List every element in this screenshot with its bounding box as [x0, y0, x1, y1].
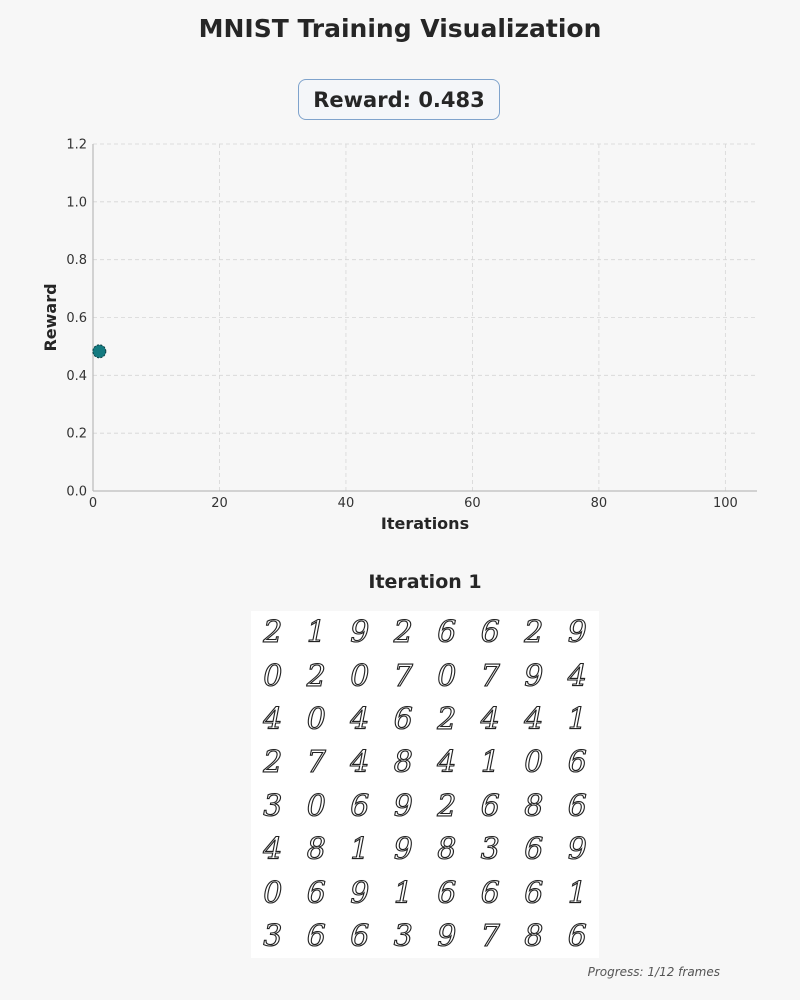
- y-tick-label: 1.2: [66, 138, 87, 153]
- digit-sample: 1: [350, 832, 370, 868]
- digit-sample: 2: [393, 615, 413, 651]
- digit-sample: 1: [567, 875, 587, 911]
- digit-sample: 2: [263, 745, 283, 781]
- y-tick-label: 0.2: [66, 427, 87, 442]
- digit-sample: 7: [393, 658, 413, 694]
- digit-sample: 6: [306, 875, 326, 911]
- digit-sample: 8: [524, 918, 544, 954]
- x-tick-label: 20: [211, 496, 228, 511]
- y-tick-label: 0.4: [66, 369, 87, 384]
- digit-sample: 6: [437, 875, 457, 911]
- digit-sample: 0: [437, 658, 457, 694]
- digit-sample: 0: [524, 745, 544, 781]
- y-tick-label: 0.8: [66, 253, 87, 268]
- digit-sample: 6: [306, 918, 326, 954]
- progress-label: Progress: 1/12 frames: [587, 965, 720, 979]
- digit-sample: 2: [306, 658, 326, 694]
- digit-sample: 8: [306, 832, 326, 868]
- digit-sample: 6: [480, 788, 500, 824]
- digit-sample: 8: [393, 745, 413, 781]
- reward-badge: Reward: 0.483: [298, 79, 500, 120]
- digit-sample: 3: [480, 832, 500, 868]
- digit-sample: 3: [263, 918, 283, 954]
- x-axis-label: Iterations: [381, 514, 469, 533]
- digit-sample: 6: [480, 875, 500, 911]
- reward-chart: 0.0 0.2 0.4 0.6 0.8 1.0 1.2 0 20 40 60 80 100 Iterati…: [41, 138, 757, 533]
- digit-sample: 9: [524, 658, 544, 694]
- digit-sample: 2: [437, 701, 457, 737]
- digit-sample: 0: [350, 658, 370, 694]
- digit-sample: 0: [306, 788, 326, 824]
- digit-sample: 4: [263, 701, 283, 737]
- digit-sample: 9: [393, 788, 413, 824]
- digit-sample: 0: [263, 658, 283, 694]
- digit-sample: 4: [480, 701, 500, 737]
- y-tick-label: 0.0: [66, 485, 87, 500]
- digit-sample: 6: [524, 875, 544, 911]
- digit-sample: 6: [524, 832, 544, 868]
- x-tick-label: 60: [464, 496, 481, 511]
- digit-sample: 6: [480, 615, 500, 651]
- digit-sample: 6: [350, 788, 370, 824]
- digit-sample: 6: [567, 918, 587, 954]
- digit-sample: 9: [567, 615, 587, 651]
- digit-sample: 7: [480, 658, 500, 694]
- digit-sample: 1: [393, 875, 413, 911]
- digit-sample: 4: [263, 832, 283, 868]
- y-tick-label: 0.6: [66, 311, 87, 326]
- digit-sample: 6: [567, 745, 587, 781]
- digit-sample: 6: [350, 918, 370, 954]
- digit-sample: 6: [437, 615, 457, 651]
- digit-sample: 8: [437, 832, 457, 868]
- digit-sample: 1: [306, 615, 326, 651]
- digit-sample: 0: [263, 875, 283, 911]
- x-tick-label: 40: [338, 496, 355, 511]
- digit-sample: 9: [350, 875, 370, 911]
- digit-sample: 4: [524, 701, 544, 737]
- digit-sample: 4: [437, 745, 457, 781]
- data-point: [92, 344, 107, 359]
- page-title: MNIST Training Visualization: [198, 14, 602, 43]
- digit-sample: 7: [480, 918, 500, 954]
- iteration-title: Iteration 1: [368, 571, 482, 593]
- y-axis-label: Reward: [41, 283, 60, 351]
- digit-sample: 3: [393, 918, 413, 954]
- x-tick-label: 100: [713, 496, 738, 511]
- digit-sample: 8: [524, 788, 544, 824]
- digit-sample: 6: [567, 788, 587, 824]
- digit-sample: 9: [437, 918, 457, 954]
- digit-sample: 2: [263, 615, 283, 651]
- digit-sample: 1: [567, 701, 587, 737]
- digit-sample: 2: [524, 615, 544, 651]
- digit-sample: 6: [393, 701, 413, 737]
- digit-sample: 9: [393, 832, 413, 868]
- digit-sample: 9: [567, 832, 587, 868]
- digit-sample: 4: [350, 701, 370, 737]
- digit-sample: 1: [480, 745, 500, 781]
- x-tick-label: 0: [89, 496, 97, 511]
- digit-sample: 7: [306, 745, 326, 781]
- digit-sample: 3: [263, 788, 283, 824]
- digit-sample: 4: [567, 658, 587, 694]
- x-tick-label: 80: [591, 496, 608, 511]
- y-tick-label: 1.0: [66, 195, 87, 210]
- digit-sample: 2: [437, 788, 457, 824]
- digit-sample: 4: [350, 745, 370, 781]
- digit-sample: 0: [306, 701, 326, 737]
- digit-sample: 9: [350, 615, 370, 651]
